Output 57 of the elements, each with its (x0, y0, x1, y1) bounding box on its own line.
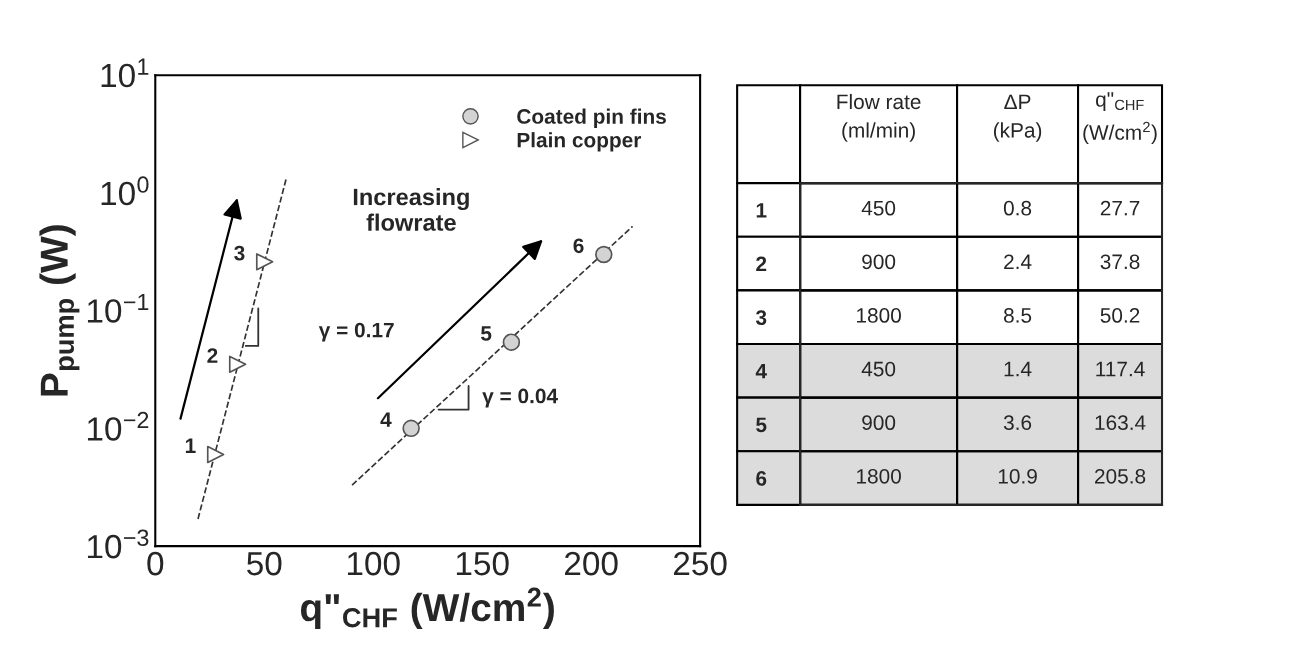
data-label: 37.8 (1100, 254, 1140, 270)
y-tick-label: 3 (755, 310, 767, 325)
data-label: 117.4 (1096, 361, 1145, 377)
data-label: 1.4 (1004, 361, 1032, 377)
point (502, 333, 521, 351)
y-tick-label: 10$^{−2}$ (87, 411, 149, 441)
annotation: 3 (234, 245, 245, 261)
data-label: 50.2 (1100, 308, 1140, 323)
x-tick-label: Flow rate (ml/min) (837, 93, 921, 142)
y-tick-label: 10$^{1}$ (101, 58, 149, 88)
x-tick-label: 200 (565, 551, 618, 576)
data-label: 2.4 (1004, 254, 1032, 269)
y-tick-label: 6 (756, 471, 767, 486)
x-tick-label: 250 (673, 551, 727, 576)
point (595, 245, 613, 264)
point (402, 419, 420, 438)
y-tick-label: 10$^{−3}$ (87, 529, 149, 559)
point (255, 253, 274, 271)
y-tick-label: 4 (755, 364, 767, 379)
annotation: 6 (573, 238, 584, 254)
data-label: 900 (862, 415, 896, 431)
y-tick-label: 10$^{−1}$ (87, 294, 149, 323)
x-tick-label: 100 (347, 551, 400, 576)
data-label: 900 (862, 254, 896, 270)
data-label: 163.4 (1095, 415, 1146, 431)
y-tick-label: 1 (756, 203, 767, 218)
data-label: 450 (861, 200, 896, 216)
data-label: 205.8 (1095, 468, 1146, 484)
data-label: 10.9 (998, 468, 1037, 484)
data-label: 450 (861, 361, 896, 377)
y-axis-title: P$_{pump}$ (W) (39, 225, 80, 396)
legend-label: Coated pin fins (517, 108, 666, 128)
data-label: 27.7 (1100, 200, 1140, 216)
legend-label: Plain copper (517, 132, 642, 152)
x-tick-label: 0 (147, 551, 164, 576)
annotation: γ = 0.17 (318, 322, 394, 342)
annotation: 2 (207, 348, 218, 363)
annotation: 4 (380, 412, 392, 427)
annotation: Increasing flowrate (353, 187, 469, 231)
y-tick-label: 2 (756, 256, 767, 272)
data-label: 0.8 (1003, 200, 1032, 216)
x-tick-label: q"$_{CHF}$ (W/cm$^{2}$) (1083, 92, 1157, 144)
annotation: 1 (185, 438, 196, 453)
data-label: 1800 (857, 468, 901, 484)
point (228, 355, 247, 374)
data-label: 1800 (857, 308, 901, 323)
x-axis-title: q"$_{CHF}$ (W/cm$^{2}$) (300, 587, 554, 630)
annotation: 5 (481, 326, 492, 341)
annotation: γ = 0.04 (482, 388, 558, 408)
point (206, 445, 225, 464)
x-tick-label: ΔP (kPa) (993, 94, 1042, 142)
data-label: 3.6 (1003, 415, 1032, 431)
y-tick-label: 5 (756, 417, 767, 433)
x-tick-label: 150 (456, 551, 509, 576)
y-tick-label: 10$^{0}$ (101, 176, 149, 206)
x-tick-label: 50 (247, 551, 282, 576)
data-label: 8.5 (1003, 308, 1032, 323)
